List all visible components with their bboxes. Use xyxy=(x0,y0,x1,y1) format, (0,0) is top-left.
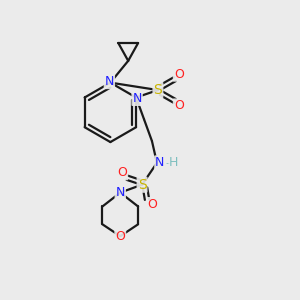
Text: O: O xyxy=(117,166,127,179)
Text: N: N xyxy=(132,92,142,105)
Text: N: N xyxy=(105,75,114,88)
Text: N: N xyxy=(155,156,165,170)
Text: O: O xyxy=(147,198,157,211)
Text: S: S xyxy=(138,178,146,192)
Text: H: H xyxy=(169,156,178,170)
Text: N: N xyxy=(116,186,125,199)
Text: O: O xyxy=(115,230,125,243)
Text: O: O xyxy=(174,99,184,112)
Text: –: – xyxy=(165,158,171,168)
Text: S: S xyxy=(154,83,162,97)
Text: O: O xyxy=(174,68,184,81)
